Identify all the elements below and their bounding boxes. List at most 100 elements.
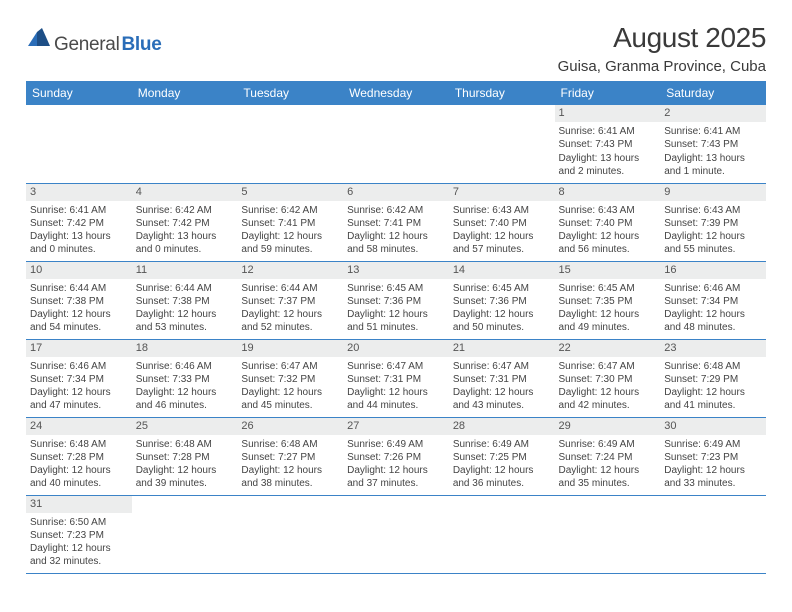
calendar-cell: 30Sunrise: 6:49 AMSunset: 7:23 PMDayligh… bbox=[660, 417, 766, 495]
day-number: 14 bbox=[449, 262, 555, 279]
calendar-table: SundayMondayTuesdayWednesdayThursdayFrid… bbox=[26, 81, 766, 574]
calendar-cell: 18Sunrise: 6:46 AMSunset: 7:33 PMDayligh… bbox=[132, 339, 238, 417]
calendar-row: 17Sunrise: 6:46 AMSunset: 7:34 PMDayligh… bbox=[26, 339, 766, 417]
calendar-cell: 22Sunrise: 6:47 AMSunset: 7:30 PMDayligh… bbox=[555, 339, 661, 417]
day-details: Sunrise: 6:41 AMSunset: 7:43 PMDaylight:… bbox=[555, 122, 661, 181]
title-block: August 2025 Guisa, Granma Province, Cuba bbox=[558, 22, 766, 75]
calendar-cell: 16Sunrise: 6:46 AMSunset: 7:34 PMDayligh… bbox=[660, 261, 766, 339]
day-details: Sunrise: 6:49 AMSunset: 7:25 PMDaylight:… bbox=[449, 435, 555, 494]
day-number: 7 bbox=[449, 184, 555, 201]
day-number: 8 bbox=[555, 184, 661, 201]
calendar-cell: 24Sunrise: 6:48 AMSunset: 7:28 PMDayligh… bbox=[26, 417, 132, 495]
day-details: Sunrise: 6:49 AMSunset: 7:23 PMDaylight:… bbox=[660, 435, 766, 494]
logo: GeneralBlue bbox=[26, 28, 161, 61]
day-number: 31 bbox=[26, 496, 132, 513]
calendar-cell bbox=[660, 495, 766, 573]
day-details: Sunrise: 6:43 AMSunset: 7:40 PMDaylight:… bbox=[555, 201, 661, 260]
logo-text-general: General bbox=[54, 34, 120, 56]
calendar-cell bbox=[237, 105, 343, 183]
calendar-cell: 4Sunrise: 6:42 AMSunset: 7:42 PMDaylight… bbox=[132, 183, 238, 261]
day-details: Sunrise: 6:46 AMSunset: 7:34 PMDaylight:… bbox=[26, 357, 132, 416]
month-title: August 2025 bbox=[558, 22, 766, 54]
day-details: Sunrise: 6:47 AMSunset: 7:31 PMDaylight:… bbox=[343, 357, 449, 416]
calendar-cell: 20Sunrise: 6:47 AMSunset: 7:31 PMDayligh… bbox=[343, 339, 449, 417]
day-details: Sunrise: 6:45 AMSunset: 7:36 PMDaylight:… bbox=[449, 279, 555, 338]
weekday-tuesday: Tuesday bbox=[237, 81, 343, 105]
day-details: Sunrise: 6:48 AMSunset: 7:28 PMDaylight:… bbox=[132, 435, 238, 494]
calendar-cell bbox=[237, 495, 343, 573]
calendar-cell: 10Sunrise: 6:44 AMSunset: 7:38 PMDayligh… bbox=[26, 261, 132, 339]
day-details: Sunrise: 6:41 AMSunset: 7:43 PMDaylight:… bbox=[660, 122, 766, 181]
calendar-cell: 5Sunrise: 6:42 AMSunset: 7:41 PMDaylight… bbox=[237, 183, 343, 261]
calendar-row: 31Sunrise: 6:50 AMSunset: 7:23 PMDayligh… bbox=[26, 495, 766, 573]
day-details: Sunrise: 6:42 AMSunset: 7:42 PMDaylight:… bbox=[132, 201, 238, 260]
day-number: 19 bbox=[237, 340, 343, 357]
weekday-saturday: Saturday bbox=[660, 81, 766, 105]
calendar-cell: 1Sunrise: 6:41 AMSunset: 7:43 PMDaylight… bbox=[555, 105, 661, 183]
calendar-cell: 13Sunrise: 6:45 AMSunset: 7:36 PMDayligh… bbox=[343, 261, 449, 339]
calendar-row: 3Sunrise: 6:41 AMSunset: 7:42 PMDaylight… bbox=[26, 183, 766, 261]
day-number: 25 bbox=[132, 418, 238, 435]
day-number: 6 bbox=[343, 184, 449, 201]
day-number: 16 bbox=[660, 262, 766, 279]
calendar-cell: 14Sunrise: 6:45 AMSunset: 7:36 PMDayligh… bbox=[449, 261, 555, 339]
day-details: Sunrise: 6:44 AMSunset: 7:38 PMDaylight:… bbox=[132, 279, 238, 338]
day-details: Sunrise: 6:48 AMSunset: 7:28 PMDaylight:… bbox=[26, 435, 132, 494]
calendar-cell: 12Sunrise: 6:44 AMSunset: 7:37 PMDayligh… bbox=[237, 261, 343, 339]
day-number: 22 bbox=[555, 340, 661, 357]
weekday-sunday: Sunday bbox=[26, 81, 132, 105]
calendar-cell: 29Sunrise: 6:49 AMSunset: 7:24 PMDayligh… bbox=[555, 417, 661, 495]
calendar-cell: 8Sunrise: 6:43 AMSunset: 7:40 PMDaylight… bbox=[555, 183, 661, 261]
weekday-monday: Monday bbox=[132, 81, 238, 105]
day-number: 26 bbox=[237, 418, 343, 435]
calendar-cell: 6Sunrise: 6:42 AMSunset: 7:41 PMDaylight… bbox=[343, 183, 449, 261]
day-details: Sunrise: 6:43 AMSunset: 7:39 PMDaylight:… bbox=[660, 201, 766, 260]
day-number: 20 bbox=[343, 340, 449, 357]
day-number: 21 bbox=[449, 340, 555, 357]
calendar-cell: 17Sunrise: 6:46 AMSunset: 7:34 PMDayligh… bbox=[26, 339, 132, 417]
calendar-cell: 7Sunrise: 6:43 AMSunset: 7:40 PMDaylight… bbox=[449, 183, 555, 261]
calendar-cell: 28Sunrise: 6:49 AMSunset: 7:25 PMDayligh… bbox=[449, 417, 555, 495]
day-number: 28 bbox=[449, 418, 555, 435]
day-details: Sunrise: 6:46 AMSunset: 7:34 PMDaylight:… bbox=[660, 279, 766, 338]
header: GeneralBlue August 2025 Guisa, Granma Pr… bbox=[26, 22, 766, 75]
calendar-cell bbox=[449, 105, 555, 183]
day-details: Sunrise: 6:44 AMSunset: 7:37 PMDaylight:… bbox=[237, 279, 343, 338]
day-number: 2 bbox=[660, 105, 766, 122]
calendar-cell: 19Sunrise: 6:47 AMSunset: 7:32 PMDayligh… bbox=[237, 339, 343, 417]
day-number: 10 bbox=[26, 262, 132, 279]
day-details: Sunrise: 6:47 AMSunset: 7:31 PMDaylight:… bbox=[449, 357, 555, 416]
day-details: Sunrise: 6:47 AMSunset: 7:30 PMDaylight:… bbox=[555, 357, 661, 416]
calendar-cell bbox=[132, 495, 238, 573]
day-number: 9 bbox=[660, 184, 766, 201]
calendar-cell: 21Sunrise: 6:47 AMSunset: 7:31 PMDayligh… bbox=[449, 339, 555, 417]
calendar-row: 24Sunrise: 6:48 AMSunset: 7:28 PMDayligh… bbox=[26, 417, 766, 495]
logo-icon bbox=[28, 28, 52, 51]
day-details: Sunrise: 6:49 AMSunset: 7:24 PMDaylight:… bbox=[555, 435, 661, 494]
logo-text-blue: Blue bbox=[122, 34, 162, 56]
day-number: 3 bbox=[26, 184, 132, 201]
day-details: Sunrise: 6:45 AMSunset: 7:36 PMDaylight:… bbox=[343, 279, 449, 338]
day-details: Sunrise: 6:45 AMSunset: 7:35 PMDaylight:… bbox=[555, 279, 661, 338]
calendar-cell bbox=[343, 105, 449, 183]
day-number: 30 bbox=[660, 418, 766, 435]
weekday-friday: Friday bbox=[555, 81, 661, 105]
day-details: Sunrise: 6:43 AMSunset: 7:40 PMDaylight:… bbox=[449, 201, 555, 260]
day-number: 29 bbox=[555, 418, 661, 435]
calendar-cell bbox=[343, 495, 449, 573]
calendar-cell: 3Sunrise: 6:41 AMSunset: 7:42 PMDaylight… bbox=[26, 183, 132, 261]
calendar-cell: 23Sunrise: 6:48 AMSunset: 7:29 PMDayligh… bbox=[660, 339, 766, 417]
day-number: 1 bbox=[555, 105, 661, 122]
day-number: 12 bbox=[237, 262, 343, 279]
day-details: Sunrise: 6:42 AMSunset: 7:41 PMDaylight:… bbox=[343, 201, 449, 260]
calendar-row: 1Sunrise: 6:41 AMSunset: 7:43 PMDaylight… bbox=[26, 105, 766, 183]
day-number: 13 bbox=[343, 262, 449, 279]
weekday-wednesday: Wednesday bbox=[343, 81, 449, 105]
day-number: 27 bbox=[343, 418, 449, 435]
calendar-cell bbox=[555, 495, 661, 573]
day-number: 18 bbox=[132, 340, 238, 357]
day-details: Sunrise: 6:48 AMSunset: 7:29 PMDaylight:… bbox=[660, 357, 766, 416]
day-details: Sunrise: 6:49 AMSunset: 7:26 PMDaylight:… bbox=[343, 435, 449, 494]
day-details: Sunrise: 6:44 AMSunset: 7:38 PMDaylight:… bbox=[26, 279, 132, 338]
calendar-cell: 25Sunrise: 6:48 AMSunset: 7:28 PMDayligh… bbox=[132, 417, 238, 495]
